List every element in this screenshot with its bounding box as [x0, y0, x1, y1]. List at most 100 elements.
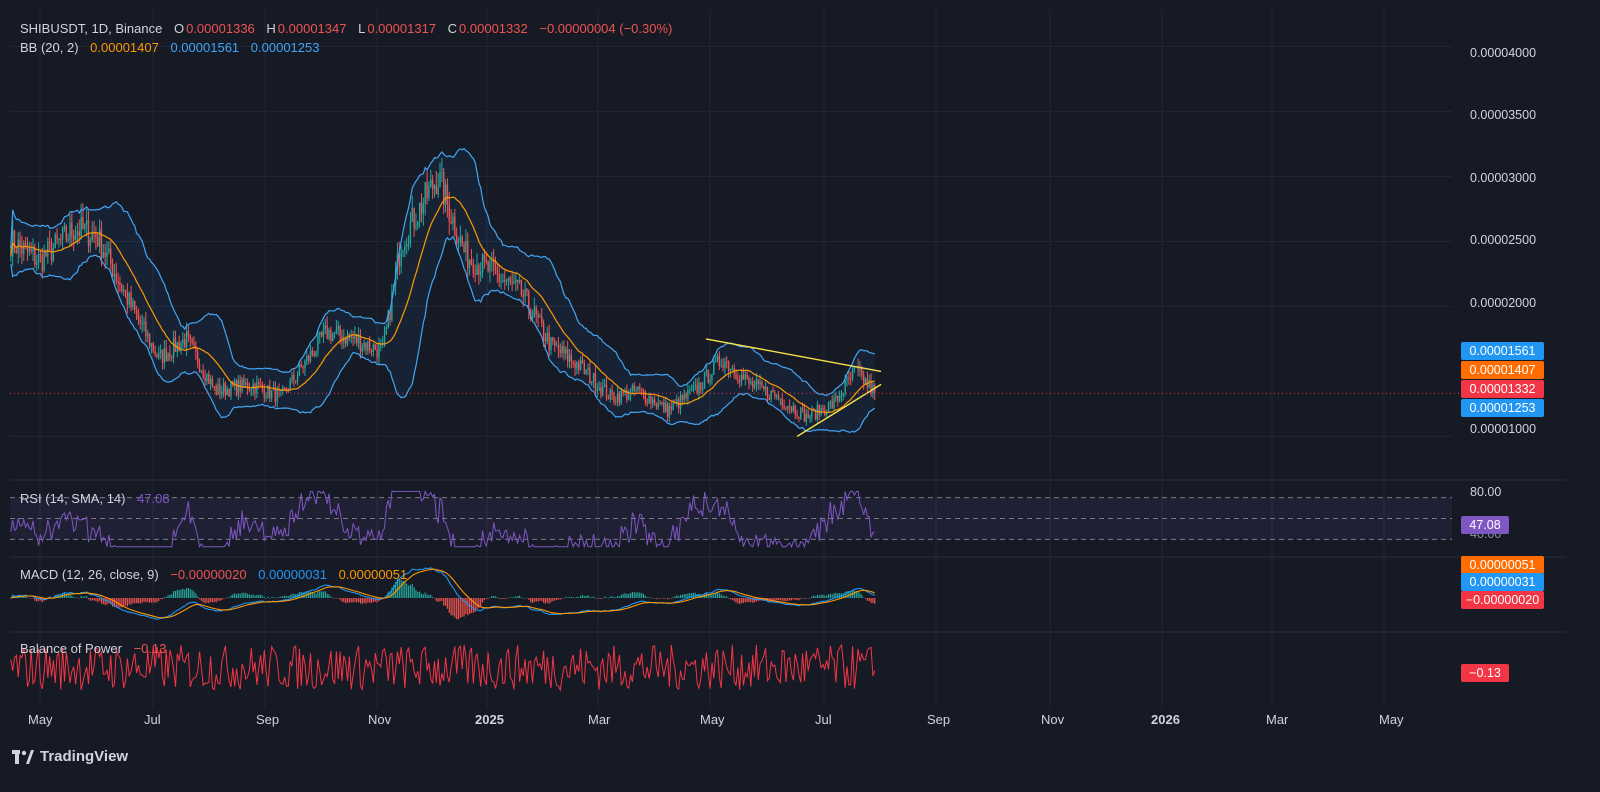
candle-body	[45, 251, 47, 257]
candle-body	[119, 282, 121, 286]
candle-body	[702, 387, 704, 390]
macd-histogram-bar	[654, 598, 656, 599]
candle-body	[661, 402, 663, 404]
macd-histogram-bar	[428, 594, 430, 598]
macd-histogram-bar	[274, 598, 276, 599]
symbol-name[interactable]: SHIBUSDT, 1D, Binance	[20, 21, 163, 36]
bb-basis-tag: 0.00001407	[1461, 361, 1544, 379]
macd-histogram-bar	[750, 598, 752, 603]
low-label: L	[358, 21, 366, 36]
candle-body	[811, 408, 813, 417]
macd-histogram-bar	[859, 592, 861, 598]
macd-histogram-bar	[28, 597, 30, 599]
macd-histogram-bar	[809, 597, 811, 599]
macd-histogram-bar	[341, 598, 343, 602]
macd-histogram-bar	[652, 597, 654, 599]
candle-body	[518, 279, 521, 283]
macd-histogram-bar	[851, 590, 854, 598]
macd-histogram-bar	[615, 597, 617, 598]
candle-body	[165, 348, 167, 362]
macd-histogram-bar	[241, 592, 243, 598]
macd-histogram-bar	[827, 594, 830, 598]
candle-body	[683, 393, 685, 400]
candle-body	[108, 248, 110, 252]
candle-body	[43, 251, 45, 272]
macd-histogram-bar	[557, 598, 560, 600]
tradingview-logo[interactable]: TradingView	[12, 748, 128, 765]
macd-histogram-bar	[659, 598, 661, 599]
candle-body	[461, 236, 463, 245]
candle-body	[794, 405, 796, 415]
macd-histogram-bar	[679, 594, 682, 598]
macd-histogram-bar	[774, 598, 776, 601]
candle-body	[422, 203, 425, 214]
macd-histogram-bar	[13, 595, 16, 598]
candle-body	[505, 280, 508, 282]
candle-body	[761, 381, 763, 387]
candle-body	[764, 386, 767, 390]
macd-histogram-bar	[642, 593, 645, 598]
macd-histogram-bar	[313, 593, 315, 598]
candle-body	[703, 371, 706, 388]
macd-histogram-bar	[718, 593, 720, 598]
candle-body	[252, 384, 254, 390]
macd-histogram-bar	[748, 598, 750, 603]
candle-body	[692, 385, 695, 390]
macd-histogram-bar	[180, 589, 182, 598]
candle-body	[97, 237, 99, 247]
candle-body	[496, 270, 499, 275]
candle-body	[520, 279, 523, 295]
macd-legend[interactable]: MACD (12, 26, close, 9) −0.00000020 0.00…	[20, 567, 409, 582]
rsi-tag: 47.08	[1461, 516, 1509, 534]
candle-body	[825, 411, 828, 415]
candle-body	[174, 337, 177, 352]
macd-histogram-bar	[526, 597, 528, 599]
macd-histogram-bar	[330, 596, 332, 598]
macd-histogram-bar	[868, 598, 870, 602]
macd-histogram-bar	[861, 594, 863, 598]
rsi-line	[10, 489, 875, 549]
candle-body	[200, 370, 203, 372]
chart-area[interactable]	[10, 10, 1566, 738]
macd-histogram-bar	[478, 598, 480, 609]
macd-histogram-bar	[163, 596, 165, 598]
candle-body	[481, 254, 484, 273]
rsi-legend[interactable]: RSI (14, SMA, 14) 47.08	[20, 491, 172, 506]
candle-body	[607, 397, 610, 400]
macd-histogram-bar	[792, 598, 794, 600]
macd-histogram-bar	[624, 593, 626, 598]
candle-body	[827, 402, 830, 412]
macd-histogram-bar	[222, 598, 225, 599]
time-axis[interactable]: May Jul Sep Nov 2025 Mar May Jul Sep Nov…	[10, 712, 1450, 732]
candle-body	[653, 399, 656, 406]
macd-line	[10, 567, 876, 620]
bop-legend[interactable]: Balance of Power −0.13	[20, 641, 168, 656]
macd-histogram-bar	[752, 598, 754, 603]
candle-body	[130, 292, 132, 308]
macd-histogram-bar	[753, 598, 756, 603]
candle-body	[248, 388, 251, 390]
macd-histogram-bar	[197, 596, 199, 598]
macd-histogram-bar	[853, 590, 856, 598]
candle-body	[755, 379, 758, 385]
candle-body	[113, 274, 116, 277]
macd-histogram-bar	[348, 598, 350, 603]
open-value: 0.00001336	[186, 21, 255, 36]
candle-body	[409, 221, 412, 244]
candle-body	[572, 361, 574, 364]
candle-body	[637, 386, 639, 391]
macd-histogram-bar	[444, 598, 447, 606]
candle-body	[785, 407, 787, 409]
macd-histogram-bar	[770, 598, 772, 602]
candle-body	[411, 207, 413, 222]
candle-body	[831, 401, 833, 409]
bb-upper-value: 0.00001561	[170, 40, 240, 55]
macd-histogram-bar	[152, 598, 154, 603]
candle-body	[102, 252, 105, 258]
candle-body	[24, 242, 27, 245]
macd-histogram-bar	[844, 591, 846, 598]
bb-legend[interactable]: BB (20, 2) 0.00001407 0.00001561 0.00001…	[20, 40, 321, 55]
candle-body	[235, 380, 238, 395]
macd-histogram-bar	[395, 581, 397, 598]
